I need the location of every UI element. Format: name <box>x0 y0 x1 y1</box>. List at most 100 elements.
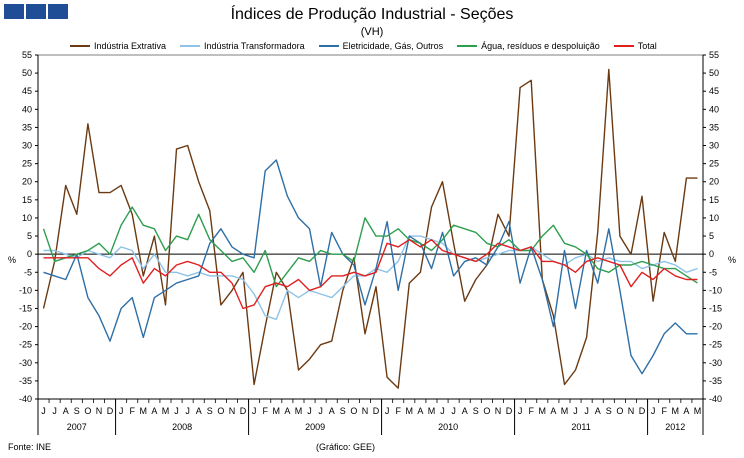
x-tick-label-month: D <box>107 406 114 416</box>
x-tick-label-month: J <box>41 406 46 416</box>
legend-item-total: Total <box>613 41 657 51</box>
x-tick-label-month: A <box>196 406 202 416</box>
legend-label: Total <box>637 41 657 51</box>
y-tick-label-left: 50 <box>22 68 32 78</box>
x-tick-label-month: J <box>573 406 578 416</box>
x-tick-label-month: N <box>362 406 369 416</box>
legend-swatch <box>318 45 339 47</box>
x-tick-label-month: M <box>295 406 303 416</box>
x-tick-label-month: M <box>406 406 414 416</box>
x-tick-label-month: J <box>385 406 390 416</box>
x-tick-label-month: M <box>273 406 281 416</box>
x-tick-label-month: A <box>595 406 601 416</box>
y-tick-label-left: 45 <box>22 86 32 96</box>
x-tick-label-month: J <box>174 406 179 416</box>
x-tick-label-month: A <box>284 406 290 416</box>
chart-subtitle: (VH) <box>360 26 384 38</box>
legend: Indústria Extrativa Indústria Transforma… <box>70 41 657 51</box>
x-tick-label-month: A <box>462 406 468 416</box>
x-tick-label-month: N <box>229 406 236 416</box>
x-tick-label-month: F <box>528 406 534 416</box>
x-tick-label-month: J <box>318 406 323 416</box>
x-tick-label-month: D <box>240 406 247 416</box>
x-tick-label-month: A <box>683 406 689 416</box>
x-tick-label-month: O <box>616 406 623 416</box>
x-tick-label-month: A <box>550 406 556 416</box>
y-tick-label-right: 35 <box>709 122 719 132</box>
x-tick-label-month: J <box>518 406 523 416</box>
legend-label: Eletricidade, Gás, Outros <box>342 41 444 51</box>
legend-label: Água, resíduos e despoluição <box>481 41 600 51</box>
x-tick-label-month: O <box>217 406 224 416</box>
x-tick-label-month: M <box>672 406 680 416</box>
x-tick-label-month: O <box>350 406 357 416</box>
x-tick-label-month: D <box>506 406 513 416</box>
legend-swatch <box>457 45 478 47</box>
y-tick-label-left: -5 <box>24 267 32 277</box>
x-tick-label-year: 2009 <box>305 422 325 432</box>
x-tick-label-month: A <box>417 406 423 416</box>
x-tick-label-month: D <box>639 406 646 416</box>
x-tick-label-month: N <box>495 406 502 416</box>
y-tick-label-left: 15 <box>22 195 32 205</box>
y-tick-label-right: 50 <box>709 68 719 78</box>
x-tick-label-month: O <box>84 406 91 416</box>
x-tick-label-month: A <box>63 406 69 416</box>
x-tick-label-month: N <box>96 406 103 416</box>
series-line-3 <box>42 206 698 288</box>
logo <box>4 4 68 19</box>
x-tick-label-month: M <box>561 406 569 416</box>
y-tick-label-right: -30 <box>709 358 722 368</box>
y-tick-label-left: 30 <box>22 141 32 151</box>
y-tick-label-left: -15 <box>19 303 32 313</box>
y-tick-label-left: 35 <box>22 122 32 132</box>
legend-item-transformadora: Indústria Transformadora <box>180 41 305 51</box>
legend-swatch <box>613 45 634 47</box>
y-tick-label-left: 40 <box>22 104 32 114</box>
legend-swatch <box>70 45 90 47</box>
x-tick-label-year: 2007 <box>67 422 87 432</box>
y-tick-label-right: 0 <box>709 249 714 259</box>
x-tick-label-month: F <box>129 406 135 416</box>
y-tick-label-right: 30 <box>709 141 719 151</box>
x-tick-label-month: A <box>151 406 157 416</box>
y-tick-label-left: 25 <box>22 159 32 169</box>
y-tick-label-right: -15 <box>709 303 722 313</box>
y-tick-label-left: -25 <box>19 340 32 350</box>
x-tick-label-month: J <box>307 406 312 416</box>
x-tick-label-month: S <box>473 406 479 416</box>
y-tick-label-right: -40 <box>709 394 722 404</box>
x-tick-label-year: 2011 <box>571 422 590 432</box>
y-tick-label-left: -35 <box>19 376 32 386</box>
x-tick-label-month: J <box>252 406 257 416</box>
legend-swatch <box>180 45 201 47</box>
x-tick-label-month: S <box>207 406 213 416</box>
x-tick-label-month: M <box>694 406 702 416</box>
x-tick-label-year: 2010 <box>438 422 458 432</box>
y-tick-label-right: 40 <box>709 104 719 114</box>
x-tick-label-month: M <box>428 406 436 416</box>
y-tick-label-left: 10 <box>22 213 32 223</box>
x-tick-label-month: J <box>584 406 589 416</box>
y-tick-label-right: 20 <box>709 177 719 187</box>
y-tick-label-right: -25 <box>709 340 722 350</box>
x-tick-label-month: D <box>373 406 380 416</box>
y-tick-label-right: 10 <box>709 213 719 223</box>
legend-label: Indústria Transformadora <box>204 41 305 51</box>
y-axis-label-left: % <box>8 255 16 265</box>
series-line-0 <box>42 68 698 389</box>
chart-title: Índices de Produção Industrial - Seções <box>230 6 514 23</box>
x-tick-label-month: J <box>651 406 656 416</box>
y-tick-label-left: 55 <box>22 50 32 60</box>
x-tick-label-month: M <box>539 406 547 416</box>
x-tick-label-month: J <box>52 406 57 416</box>
y-tick-label-left: -10 <box>19 285 32 295</box>
x-tick-label-month: M <box>140 406 148 416</box>
x-tick-label-month: O <box>483 406 490 416</box>
y-tick-label-left: -40 <box>19 394 32 404</box>
y-tick-label-left: -30 <box>19 358 32 368</box>
logo-block <box>48 4 68 19</box>
series-line-4 <box>43 238 698 310</box>
x-tick-label-year: 2008 <box>172 422 192 432</box>
